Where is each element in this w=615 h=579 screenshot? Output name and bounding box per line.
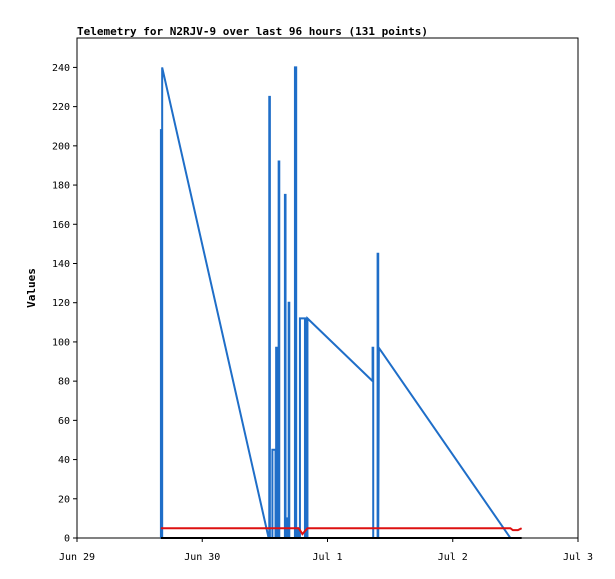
y-tick-label: 20 [58, 494, 70, 505]
y-tick-label: 140 [52, 259, 70, 270]
series-line-1 [159, 66, 512, 539]
x-tick-label: Jun 30 [184, 552, 220, 563]
x-tick-label: Jun 29 [59, 552, 95, 563]
y-axis-label: Values [25, 268, 38, 308]
y-tick-label: 240 [52, 63, 70, 74]
x-axis: Jun 29 Jun 30 Jul 1 Jul 2 Jul 3 [59, 538, 593, 563]
y-tick-label: 160 [52, 220, 70, 231]
series-group [159, 66, 523, 539]
y-tick-label: 0 [64, 534, 70, 545]
plot-area-frame [76, 37, 579, 539]
y-tick-label: 220 [52, 102, 70, 113]
y-tick-label: 200 [52, 141, 70, 152]
x-tick-label: Jul 1 [312, 552, 342, 563]
y-tick-label: 40 [58, 455, 70, 466]
y-tick-label: 120 [52, 298, 70, 309]
x-tick-label: Jul 3 [563, 552, 593, 563]
chart-title: Telemetry for N2RJV-9 over last 96 hours… [77, 25, 428, 38]
y-tick-label: 100 [52, 337, 70, 348]
y-tick-label: 80 [58, 377, 70, 388]
y-axis: 0 20 40 60 80 100 120 140 160 180 200 220 240 [52, 63, 77, 545]
x-tick-label: Jul 2 [438, 552, 468, 563]
series-line-2 [160, 527, 523, 536]
y-tick-label: 180 [52, 181, 70, 192]
y-tick-label: 60 [58, 416, 70, 427]
